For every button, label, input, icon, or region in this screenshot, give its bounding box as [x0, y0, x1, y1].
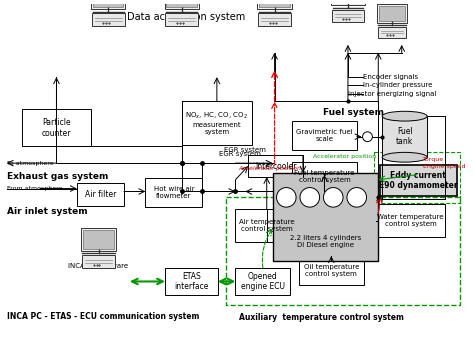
- FancyBboxPatch shape: [165, 13, 198, 26]
- FancyBboxPatch shape: [22, 109, 91, 147]
- Text: Hot wire air
flowmeter: Hot wire air flowmeter: [154, 186, 194, 199]
- FancyBboxPatch shape: [248, 155, 303, 177]
- Text: Intercooler: Intercooler: [255, 161, 296, 171]
- FancyBboxPatch shape: [380, 165, 456, 196]
- FancyBboxPatch shape: [292, 121, 357, 150]
- FancyBboxPatch shape: [292, 162, 357, 191]
- FancyBboxPatch shape: [164, 0, 199, 9]
- FancyBboxPatch shape: [257, 0, 292, 9]
- Text: In-cylinder pressure: In-cylinder pressure: [363, 82, 432, 88]
- FancyBboxPatch shape: [182, 101, 252, 145]
- Text: Air filter: Air filter: [85, 190, 116, 199]
- Text: Injector energizing signal: Injector energizing signal: [348, 91, 436, 97]
- FancyBboxPatch shape: [378, 27, 406, 38]
- Text: Engine speed: Engine speed: [423, 163, 466, 168]
- Text: Eddy current
E90 dynamometer: Eddy current E90 dynamometer: [379, 171, 458, 190]
- Text: Fuel
tank: Fuel tank: [396, 127, 413, 146]
- FancyBboxPatch shape: [259, 0, 290, 7]
- Text: EGR system: EGR system: [224, 147, 265, 153]
- FancyBboxPatch shape: [236, 268, 290, 295]
- Text: Fuel system: Fuel system: [323, 108, 384, 117]
- Circle shape: [276, 188, 296, 207]
- Text: Encoder signals: Encoder signals: [363, 74, 418, 80]
- FancyBboxPatch shape: [146, 178, 202, 207]
- Text: Accelerator position: Accelerator position: [313, 154, 376, 159]
- Text: Auxiliary  temperature control system: Auxiliary temperature control system: [239, 313, 404, 322]
- Text: Fuel temperature
control system: Fuel temperature control system: [294, 170, 355, 183]
- FancyBboxPatch shape: [82, 255, 116, 268]
- Circle shape: [300, 188, 319, 207]
- FancyBboxPatch shape: [332, 9, 364, 22]
- Text: NO$_x$, HC, CO, CO$_2$
measurement
system: NO$_x$, HC, CO, CO$_2$ measurement syste…: [185, 111, 248, 135]
- Text: Exhaust gas system: Exhaust gas system: [7, 172, 108, 181]
- Text: ETAS
interface: ETAS interface: [174, 272, 209, 291]
- FancyBboxPatch shape: [166, 0, 197, 7]
- Text: 2.2 liters 4 cylinders
DI Diesel engine: 2.2 liters 4 cylinders DI Diesel engine: [290, 235, 361, 248]
- Text: Accelerator position: Accelerator position: [238, 165, 301, 171]
- FancyBboxPatch shape: [273, 173, 378, 261]
- Text: EGR system: EGR system: [219, 151, 261, 157]
- Circle shape: [347, 188, 366, 207]
- Text: INCA PC - ETAS - ECU communication system: INCA PC - ETAS - ECU communication syste…: [7, 312, 199, 321]
- Text: Water temperature
control system: Water temperature control system: [377, 214, 444, 227]
- Text: Air temperature
control system: Air temperature control system: [239, 219, 294, 232]
- FancyBboxPatch shape: [299, 256, 364, 285]
- Text: INCA PC software: INCA PC software: [68, 263, 128, 269]
- FancyBboxPatch shape: [382, 116, 427, 157]
- FancyBboxPatch shape: [91, 0, 126, 9]
- FancyBboxPatch shape: [82, 230, 114, 249]
- FancyBboxPatch shape: [165, 268, 218, 295]
- FancyBboxPatch shape: [377, 4, 407, 23]
- FancyBboxPatch shape: [376, 204, 445, 238]
- Circle shape: [363, 132, 373, 142]
- FancyBboxPatch shape: [93, 0, 123, 7]
- FancyBboxPatch shape: [81, 228, 116, 251]
- Text: Data acquisition system: Data acquisition system: [128, 11, 246, 22]
- Ellipse shape: [382, 111, 427, 121]
- Text: Air inlet system: Air inlet system: [7, 207, 87, 216]
- FancyBboxPatch shape: [258, 13, 291, 26]
- Text: Gravimetric fuel
scale: Gravimetric fuel scale: [296, 129, 353, 142]
- Text: Oil temperature
control system: Oil temperature control system: [304, 264, 359, 277]
- Circle shape: [323, 188, 343, 207]
- Ellipse shape: [382, 152, 427, 162]
- FancyBboxPatch shape: [331, 0, 365, 5]
- Text: Opened
engine ECU: Opened engine ECU: [241, 272, 285, 291]
- Text: Particle
counter: Particle counter: [42, 118, 71, 137]
- Text: Torque: Torque: [423, 157, 444, 162]
- FancyBboxPatch shape: [236, 209, 299, 242]
- FancyBboxPatch shape: [333, 0, 363, 3]
- FancyBboxPatch shape: [77, 183, 124, 206]
- FancyBboxPatch shape: [92, 13, 125, 26]
- Text: From atmosphere: From atmosphere: [7, 186, 62, 191]
- FancyBboxPatch shape: [379, 6, 405, 21]
- Text: To atmosphere: To atmosphere: [7, 161, 53, 165]
